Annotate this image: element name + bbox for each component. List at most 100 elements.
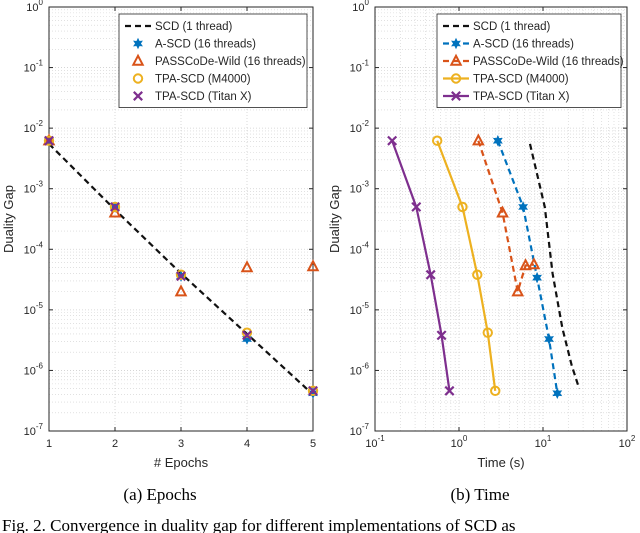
data-point-m4000 bbox=[241, 327, 253, 338]
data-point-titanx bbox=[387, 135, 398, 146]
y-tick-label: 10-7 bbox=[24, 422, 44, 438]
legend-marker-m4000 bbox=[132, 73, 144, 84]
x-axis-label: Time (s) bbox=[477, 455, 524, 470]
y-tick-label: 10-5 bbox=[350, 301, 370, 317]
x-tick-label: 2 bbox=[112, 438, 118, 450]
data-point-titanx bbox=[411, 201, 422, 212]
series-m4000 bbox=[43, 135, 319, 397]
legend-marker-passcode bbox=[131, 53, 145, 66]
data-point-m4000 bbox=[175, 269, 187, 280]
y-tick-label: 10-2 bbox=[24, 119, 44, 135]
legend-label: TPA-SCD (Titan X) bbox=[473, 91, 570, 103]
data-point-ascd bbox=[544, 333, 554, 345]
legend-marker-titanx bbox=[133, 91, 143, 101]
data-point-passcode bbox=[471, 133, 485, 146]
data-point-passcode bbox=[527, 257, 541, 270]
series-line-passcode bbox=[477, 140, 535, 292]
legend-marker-titanx bbox=[451, 91, 461, 101]
data-point-m4000 bbox=[109, 201, 121, 213]
legend-label: TPA-SCD (M4000) bbox=[473, 74, 569, 86]
x-tick-label: 100 bbox=[451, 434, 468, 450]
y-tick-label: 10-4 bbox=[350, 240, 370, 256]
data-point-ascd bbox=[552, 387, 563, 399]
subcaption-time: (b) Time bbox=[450, 485, 509, 504]
y-tick-label: 10-3 bbox=[24, 180, 44, 196]
x-tick-label: 101 bbox=[535, 434, 552, 450]
y-tick-label: 10-1 bbox=[350, 59, 370, 75]
data-point-m4000 bbox=[490, 385, 501, 397]
y-tick-label: 10-6 bbox=[24, 361, 44, 377]
data-point-passcode bbox=[519, 258, 532, 271]
chart-time: 10-7 10-6 10-5 10-4 10-3 10-2 10-1 100 10-1 100 10… bbox=[327, 0, 636, 470]
series-m4000 bbox=[431, 135, 501, 397]
data-point-titanx bbox=[425, 269, 436, 280]
y-tick-label: 10-7 bbox=[350, 422, 370, 438]
y-tick-label: 10-4 bbox=[24, 240, 44, 256]
y-tick-label: 10-1 bbox=[24, 59, 44, 75]
x-tick-label: 10-1 bbox=[365, 434, 385, 450]
legend-marker-ascd bbox=[133, 37, 143, 50]
data-point-m4000 bbox=[457, 201, 468, 213]
x-tick-label: 102 bbox=[619, 434, 636, 450]
y-axis-label: Duality Gap bbox=[327, 185, 342, 253]
subcaption-epochs: (a) Epochs bbox=[123, 485, 196, 504]
data-point-m4000 bbox=[472, 269, 483, 280]
data-point-titanx bbox=[308, 385, 318, 396]
data-point-titanx bbox=[110, 201, 120, 212]
legend-label: PASSCoDe-Wild (16 threads) bbox=[473, 56, 624, 68]
legend-marker-ascd bbox=[451, 37, 461, 50]
y-tick-label: 10-5 bbox=[24, 301, 44, 317]
legend-label: TPA-SCD (Titan X) bbox=[155, 91, 252, 103]
plot-area bbox=[374, 6, 628, 432]
series-line-scd bbox=[528, 143, 581, 389]
legend-label: A-SCD (16 threads) bbox=[155, 39, 256, 51]
data-point-ascd bbox=[492, 135, 503, 147]
data-point-m4000 bbox=[482, 327, 493, 338]
data-point-titanx bbox=[444, 385, 455, 396]
y-tick-label: 100 bbox=[352, 0, 369, 14]
grid bbox=[374, 7, 627, 432]
data-point-titanx bbox=[242, 330, 252, 341]
data-point-ascd bbox=[518, 201, 529, 213]
legend-label: SCD (1 thread) bbox=[155, 21, 233, 33]
data-point-ascd bbox=[242, 333, 252, 345]
y-tick-label: 10-2 bbox=[350, 119, 370, 135]
legend-label: A-SCD (16 threads) bbox=[473, 39, 574, 51]
series-line-m4000 bbox=[436, 140, 497, 392]
data-point-passcode bbox=[108, 205, 122, 218]
data-point-m4000 bbox=[307, 385, 319, 397]
y-axis-label: Duality Gap bbox=[1, 185, 16, 253]
series-passcode bbox=[42, 133, 320, 297]
legend: SCD (1 thread) A-SCD (16 threads) PASSCoDe… bbox=[118, 13, 308, 108]
legend-marker-m4000 bbox=[450, 73, 462, 84]
data-point-ascd bbox=[532, 271, 543, 284]
y-tick-label: 10-6 bbox=[350, 361, 370, 377]
legend-label: PASSCoDe-Wild (16 threads) bbox=[155, 56, 306, 68]
chart-epochs: 10-7 10-6 10-5 10-4 10-3 10-2 10-1 100 1 2 3 4 5 # Ep… bbox=[1, 0, 320, 470]
series-titanx bbox=[387, 135, 455, 396]
data-point-passcode bbox=[174, 284, 188, 297]
legend-label: SCD (1 thread) bbox=[473, 21, 551, 33]
series-line-ascd bbox=[496, 140, 559, 394]
data-point-m4000 bbox=[43, 135, 55, 146]
data-point-passcode bbox=[511, 284, 525, 297]
data-point-passcode bbox=[306, 259, 320, 272]
series-line-titanx bbox=[391, 140, 451, 392]
x-tick-label: 3 bbox=[178, 438, 184, 450]
data-point-titanx bbox=[436, 330, 447, 341]
data-point-passcode bbox=[240, 260, 254, 273]
legend-label: TPA-SCD (M4000) bbox=[155, 74, 251, 86]
figure-caption: Fig. 2. Convergence in duality gap for d… bbox=[2, 516, 516, 533]
series-scd bbox=[528, 143, 581, 389]
x-tick-label: 4 bbox=[244, 438, 250, 450]
series-ascd bbox=[492, 135, 563, 399]
y-tick-label: 10-3 bbox=[350, 180, 370, 196]
series-titanx bbox=[44, 135, 318, 396]
x-tick-label: 5 bbox=[310, 438, 316, 450]
x-axis-label: # Epochs bbox=[154, 455, 209, 470]
data-point-passcode bbox=[496, 205, 509, 218]
data-point-titanx bbox=[44, 135, 54, 146]
series-passcode bbox=[471, 133, 541, 297]
legend: SCD (1 thread) A-SCD (16 threads) PASSCoDe… bbox=[436, 13, 624, 108]
